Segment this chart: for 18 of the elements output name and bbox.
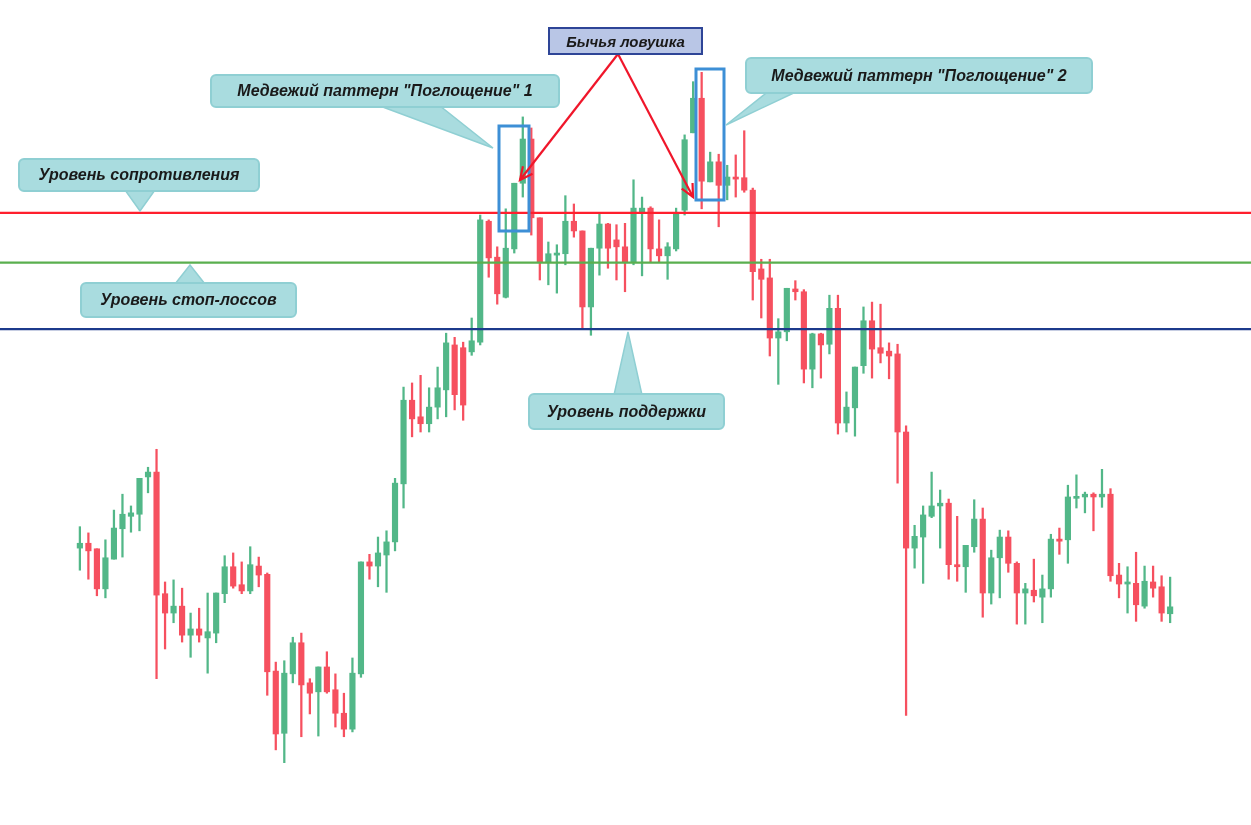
candlestick bbox=[1090, 492, 1097, 532]
ref-line-label: Уровень поддержки bbox=[528, 393, 725, 430]
ref-line-label: Уровень стоп-лоссов bbox=[80, 282, 297, 318]
candlestick bbox=[1073, 474, 1080, 509]
annotation: Медвежий паттерн "Поглощение" 2 bbox=[745, 57, 1093, 94]
candlestick bbox=[1056, 527, 1063, 555]
candlestick bbox=[877, 303, 884, 364]
candlestick bbox=[383, 530, 390, 593]
candlestick bbox=[119, 493, 126, 558]
candlestick bbox=[170, 579, 177, 624]
candlestick bbox=[911, 524, 918, 569]
candlestick bbox=[366, 553, 373, 580]
ref-line-label: Уровень сопротивления bbox=[18, 158, 260, 192]
candlestick bbox=[85, 532, 92, 580]
candlestick bbox=[613, 224, 620, 281]
candlestick bbox=[417, 375, 424, 433]
candlestick bbox=[664, 242, 671, 280]
annotation: Медвежий паттерн "Поглощение" 1 bbox=[210, 74, 560, 108]
